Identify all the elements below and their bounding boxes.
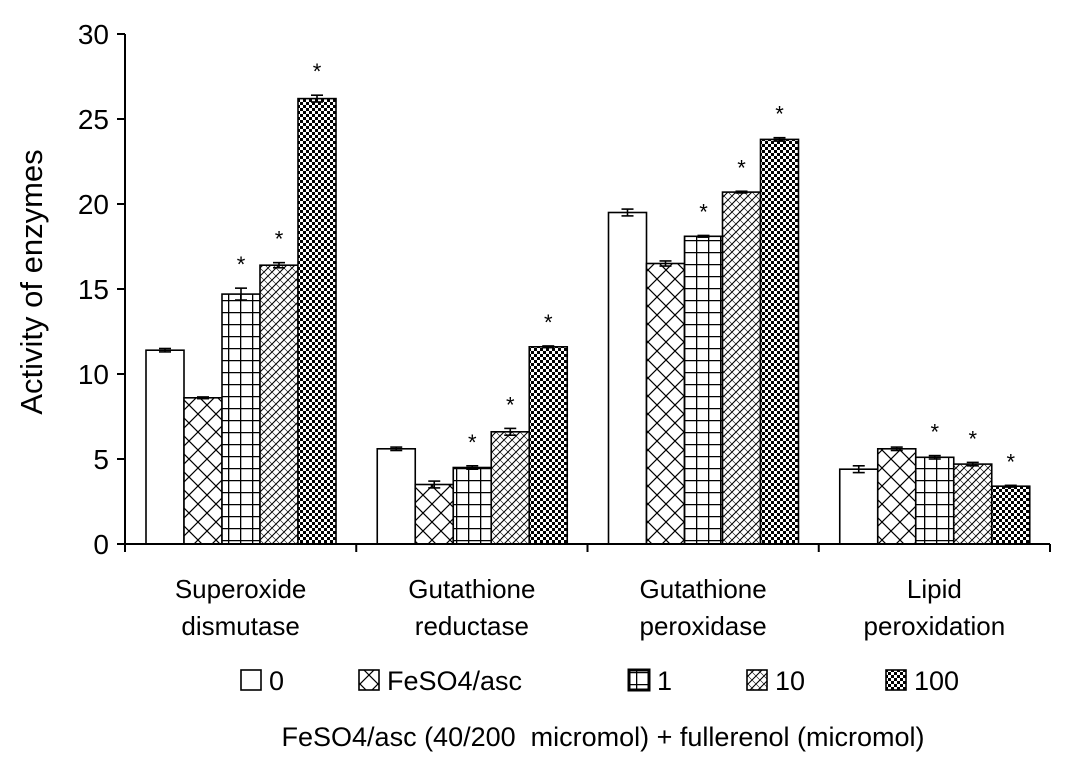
- bar: [183, 396, 223, 545]
- significance-marker: *: [775, 102, 784, 127]
- y-tick-label: 10: [78, 359, 109, 390]
- legend-swatch: [627, 668, 651, 692]
- legend-label: 10: [775, 666, 805, 696]
- bar: [876, 447, 917, 545]
- y-axis-title: Activity of enzymes: [14, 149, 49, 414]
- legend: 0 FeSO4/asc 1 10 100: [240, 666, 959, 696]
- legend-label: 1: [657, 666, 672, 696]
- significance-marker: *: [699, 199, 708, 224]
- significance-marker: *: [1006, 449, 1015, 474]
- y-tick-label: 30: [78, 19, 109, 50]
- bar: [607, 211, 648, 545]
- significance-marker: *: [468, 430, 477, 455]
- y-tick-label: 15: [78, 274, 109, 305]
- y-tick-label: 20: [78, 189, 109, 220]
- significance-marker: *: [313, 59, 322, 84]
- significance-marker: *: [968, 426, 977, 451]
- bar: [721, 191, 762, 545]
- bars: * * * * * * * * * * * *: [145, 59, 1031, 545]
- legend-label: 100: [914, 666, 959, 696]
- legend-swatch: [746, 669, 768, 691]
- significance-marker: *: [237, 252, 246, 277]
- x-axis: Superoxide dismutase Gutathione reductase Gu…: [124, 543, 1051, 641]
- y-tick-label: 0: [93, 529, 109, 560]
- significance-marker: *: [930, 420, 939, 445]
- legend-swatch: [240, 669, 262, 691]
- category-label: peroxidase: [640, 611, 767, 641]
- bar: [528, 345, 569, 545]
- category-label: Lipid: [907, 574, 962, 604]
- significance-marker: *: [275, 227, 284, 252]
- bar: [452, 466, 493, 545]
- legend-label: 0: [269, 666, 284, 696]
- legend-swatch: [885, 669, 907, 691]
- bar: [221, 293, 261, 545]
- x-axis-title: FeSO4/asc (40/200 micromol) + fullerenol…: [282, 722, 925, 752]
- bar: [645, 262, 686, 545]
- category-label: dismutase: [181, 611, 300, 641]
- bar: [259, 264, 299, 545]
- bar: [490, 430, 531, 545]
- legend-swatch: [358, 669, 380, 691]
- significance-marker: *: [737, 155, 746, 180]
- category-label: Superoxide: [175, 574, 307, 604]
- bar: [759, 138, 800, 545]
- bar: [952, 463, 993, 545]
- category-label: reductase: [415, 611, 529, 641]
- bar: [297, 97, 337, 545]
- bar: [838, 468, 879, 545]
- bar: [376, 447, 417, 545]
- y-axis: 0 5 10 15 20 25 30: [78, 19, 126, 560]
- significance-marker: *: [544, 310, 553, 335]
- category-label: peroxidation: [864, 611, 1006, 641]
- bar: [683, 235, 724, 545]
- bar: [414, 483, 455, 545]
- significance-marker: *: [506, 392, 515, 417]
- bar: [145, 349, 185, 545]
- category-label: Gutathione: [408, 574, 535, 604]
- bar: [990, 485, 1031, 545]
- legend-label: FeSO4/asc: [387, 666, 522, 696]
- y-tick-label: 5: [93, 444, 109, 475]
- category-label: Gutathione: [640, 574, 767, 604]
- bar: [914, 456, 955, 545]
- y-tick-label: 25: [78, 104, 109, 135]
